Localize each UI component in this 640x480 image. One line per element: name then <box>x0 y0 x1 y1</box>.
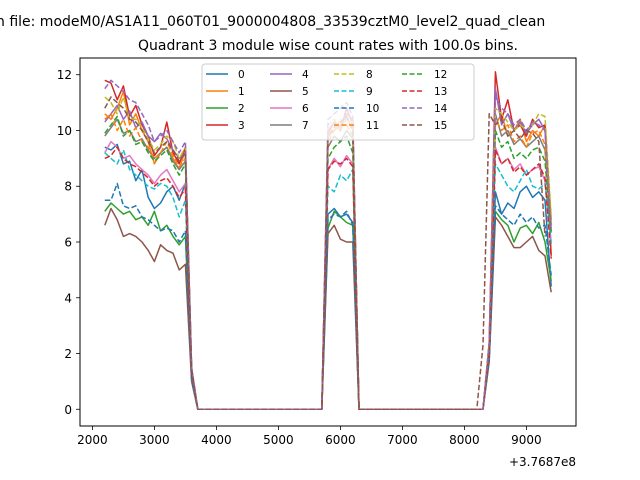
y-tick-label: 6 <box>64 236 72 250</box>
y-tick-label: 2 <box>64 347 72 361</box>
x-tick-label: 5000 <box>263 433 294 447</box>
x-tick-label: 9000 <box>511 433 542 447</box>
figure-suptitle: n file: modeM0/AS1A11_060T01_9000004808_… <box>0 14 545 30</box>
legend-item: 9 <box>334 86 373 98</box>
legend-label: 12 <box>434 69 447 81</box>
legend-item: 7 <box>270 120 309 132</box>
legend-item: 3 <box>206 120 245 132</box>
legend-label: 1 <box>238 86 245 98</box>
legend-item: 6 <box>270 103 309 115</box>
legend-label: 13 <box>434 86 447 98</box>
legend-label: 11 <box>366 120 379 132</box>
series-line-15 <box>104 96 546 411</box>
x-offset-label: +3.7687e8 <box>509 455 576 469</box>
legend-box <box>201 63 475 141</box>
y-tick-label: 0 <box>64 403 72 417</box>
legend-item: 13 <box>402 86 447 98</box>
x-tick-label: 8000 <box>449 433 480 447</box>
legend-label: 7 <box>302 120 309 132</box>
legend-label: 9 <box>366 86 373 98</box>
legend-label: 0 <box>238 69 245 81</box>
legend-item: 8 <box>334 69 373 81</box>
legend-item: 11 <box>334 120 379 132</box>
legend-label: 2 <box>238 103 245 115</box>
x-tick-label: 6000 <box>325 433 356 447</box>
legend-item: 14 <box>402 103 448 115</box>
legend-label: 4 <box>302 69 309 81</box>
chart-title: Quadrant 3 module wise count rates with … <box>138 38 518 54</box>
legend-item: 2 <box>206 103 245 115</box>
x-tick-label: 3000 <box>139 433 170 447</box>
y-tick-label: 12 <box>57 68 72 82</box>
legend-item: 0 <box>206 69 245 81</box>
legend-label: 15 <box>434 120 447 132</box>
legend-item: 4 <box>270 69 309 81</box>
legend-item: 10 <box>334 103 379 115</box>
x-axis: 2000 3000 4000 5000 6000 7000 8000 9000 <box>77 426 542 447</box>
x-tick-label: 7000 <box>387 433 418 447</box>
legend-label: 10 <box>366 103 379 115</box>
y-tick-label: 4 <box>64 291 72 305</box>
legend-item: 1 <box>206 86 245 98</box>
legend-label: 14 <box>434 103 448 115</box>
legend-label: 5 <box>302 86 309 98</box>
y-tick-label: 8 <box>64 180 72 194</box>
series-layer <box>104 71 552 411</box>
y-tick-label: 10 <box>57 124 72 138</box>
legend-label: 6 <box>302 103 309 115</box>
y-axis: 0 2 4 6 8 10 12 <box>57 68 80 417</box>
legend-label: 8 <box>366 69 373 81</box>
legend-item: 5 <box>270 86 309 98</box>
series-line-13 <box>104 146 552 411</box>
x-tick-label: 2000 <box>77 433 108 447</box>
legend-label: 3 <box>238 120 245 132</box>
legend-item: 15 <box>402 120 447 132</box>
x-tick-label: 4000 <box>201 433 232 447</box>
legend-item: 12 <box>402 69 447 81</box>
